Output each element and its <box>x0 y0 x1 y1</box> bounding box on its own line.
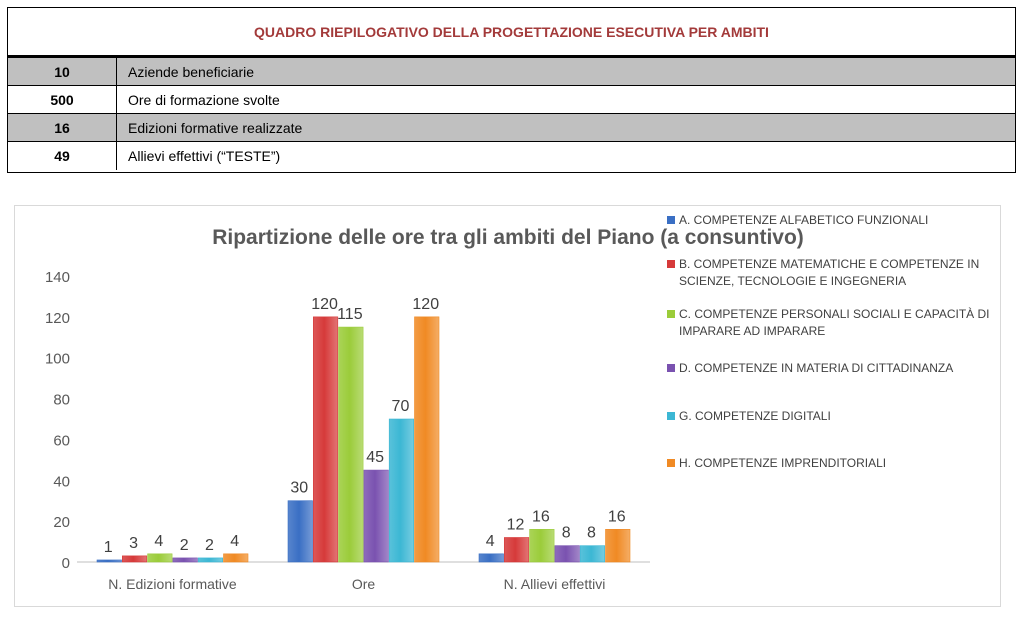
legend-item: A. COMPETENZE ALFABETICO FUNZIONALI <box>667 212 997 229</box>
bar <box>388 418 415 563</box>
data-label: 120 <box>311 296 338 313</box>
bar <box>503 537 530 563</box>
bar <box>172 557 198 563</box>
legend-swatch <box>667 260 675 268</box>
legend-item: D. COMPETENZE IN MATERIA DI CITTADINANZA <box>667 360 997 377</box>
summary-value: 10 <box>8 58 117 85</box>
summary-label: Aziende beneficiarie <box>128 63 255 80</box>
bar <box>223 553 249 563</box>
y-tick-label: 60 <box>53 432 70 449</box>
data-label: 120 <box>412 296 439 313</box>
data-label: 30 <box>290 480 308 497</box>
legend-label: D. COMPETENZE IN MATERIA DI CITTADINANZA <box>679 361 954 375</box>
y-tick-label: 0 <box>62 555 70 572</box>
bar <box>96 559 122 563</box>
legend-label: H. COMPETENZE IMPRENDITORIALI <box>679 456 887 470</box>
legend-item: G. COMPETENZE DIGITALI <box>667 408 997 425</box>
legend-item: C. COMPETENZE PERSONALI SOCIALI E CAPACI… <box>667 306 997 340</box>
summary-table: QUADRO RIEPILOGATIVO DELLA PROGETTAZIONE… <box>7 7 1016 173</box>
bar <box>312 316 339 563</box>
legend-label: B. COMPETENZE MATEMATICHE E COMPETENZE I… <box>679 257 980 288</box>
summary-title-row: QUADRO RIEPILOGATIVO DELLA PROGETTAZIONE… <box>8 8 1015 58</box>
legend-swatch <box>667 364 675 372</box>
data-label: 16 <box>532 508 550 525</box>
legend-item: H. COMPETENZE IMPRENDITORIALI <box>667 455 997 472</box>
bar <box>529 529 555 563</box>
summary-value: 16 <box>8 114 117 141</box>
data-label: 1 <box>104 539 113 556</box>
legend-label: G. COMPETENZE DIGITALI <box>679 409 831 423</box>
summary-label: Allievi effettivi (“TESTE”) <box>128 148 281 164</box>
legend-label: A. COMPETENZE ALFABETICO FUNZIONALI <box>679 213 929 227</box>
bar <box>605 529 631 563</box>
legend-swatch <box>667 459 675 467</box>
y-tick-label: 100 <box>45 351 70 368</box>
data-label: 4 <box>154 533 163 550</box>
bar-chart: Ripartizione delle ore tra gli ambiti de… <box>45 226 804 592</box>
data-label: 16 <box>608 508 626 525</box>
bar <box>197 557 223 563</box>
summary-value: 49 <box>8 142 117 170</box>
data-label: 8 <box>562 525 571 542</box>
data-label: 3 <box>129 535 138 552</box>
summary-value: 500 <box>8 86 117 113</box>
y-tick-label: 80 <box>53 392 70 409</box>
y-tick-label: 20 <box>53 514 70 531</box>
y-tick-label: 140 <box>45 269 70 286</box>
bar <box>122 555 148 563</box>
x-tick-label: N. Edizioni formative <box>108 576 237 592</box>
bar <box>147 553 173 563</box>
summary-row: 10 Aziende beneficiarie <box>8 58 1015 86</box>
y-tick-label: 120 <box>45 310 70 327</box>
summary-label: Ore di formazione svolte <box>128 91 280 108</box>
bar <box>414 316 440 563</box>
data-label: 8 <box>587 525 596 542</box>
data-label: 45 <box>366 449 384 466</box>
summary-title: QUADRO RIEPILOGATIVO DELLA PROGETTAZIONE… <box>254 23 769 40</box>
bar <box>478 553 504 563</box>
summary-row: 16 Edizioni formative realizzate <box>8 114 1015 142</box>
bar <box>338 326 364 563</box>
legend-swatch <box>667 310 675 318</box>
summary-row: 500 Ore di formazione svolte <box>8 86 1015 114</box>
legend-label: C. COMPETENZE PERSONALI SOCIALI E CAPACI… <box>679 307 990 338</box>
data-label: 2 <box>205 537 214 554</box>
chart-title: Ripartizione delle ore tra gli ambiti de… <box>212 226 804 249</box>
data-label: 12 <box>507 516 525 533</box>
chart-card: Ripartizione delle ore tra gli ambiti de… <box>14 205 1001 607</box>
legend-swatch <box>667 216 675 224</box>
bar <box>287 500 313 563</box>
summary-label: Edizioni formative realizzate <box>128 119 303 136</box>
bar <box>579 545 606 563</box>
data-label: 4 <box>230 533 239 550</box>
y-tick-label: 40 <box>53 473 70 490</box>
legend-item: B. COMPETENZE MATEMATICHE E COMPETENZE I… <box>667 256 997 290</box>
x-tick-label: Ore <box>352 576 376 592</box>
x-tick-label: N. Allievi effettivi <box>504 576 606 592</box>
data-label: 115 <box>337 306 363 323</box>
data-label: 70 <box>392 398 410 415</box>
legend-swatch <box>667 412 675 420</box>
bar <box>363 469 389 563</box>
summary-row: 49 Allievi effettivi (“TESTE”) <box>8 142 1015 170</box>
bar <box>554 545 580 563</box>
data-label: 2 <box>180 537 189 554</box>
data-label: 4 <box>486 533 495 550</box>
